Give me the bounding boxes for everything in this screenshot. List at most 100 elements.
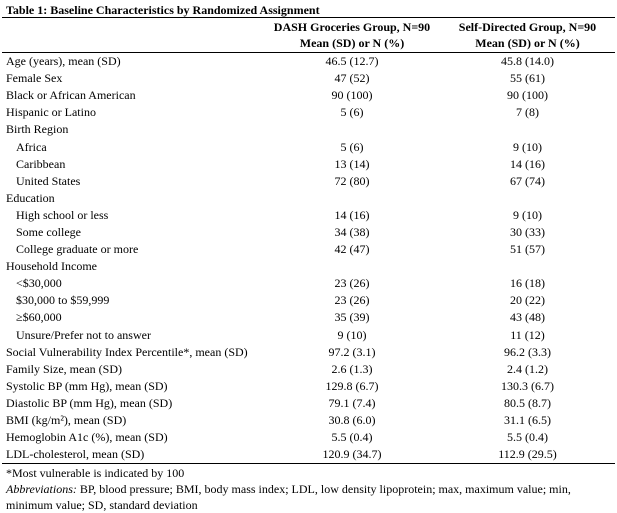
cell: 72 (80)	[334, 173, 370, 188]
table-row: Hemoglobin A1c (%), mean (SD) 5.5 (0.4) 5.…	[2, 429, 615, 446]
cell: 20 (22)	[510, 293, 545, 308]
row-label: Household Income	[6, 259, 97, 274]
row-label: Africa	[16, 139, 47, 154]
table-row: Social Vulnerability Index Percentile*, …	[2, 344, 615, 361]
row-label: BMI (kg/m²), mean (SD)	[6, 413, 127, 428]
table-row: United States 72 (80) 67 (74)	[2, 173, 615, 190]
cell: 5 (6)	[340, 105, 364, 120]
row-label: Birth Region	[6, 122, 69, 137]
cell: 90 (100)	[507, 88, 548, 103]
row-label: LDL-cholesterol, mean (SD)	[6, 447, 145, 462]
table-row: Birth Region	[2, 121, 615, 138]
header-row: DASH Groceries Group, N=90 Mean (SD) or N…	[2, 18, 615, 53]
cell: 35 (39)	[334, 310, 370, 325]
table-row: Family Size, mean (SD) 2.6 (1.3) 2.4 (1.2)	[2, 361, 615, 378]
row-label: Some college	[16, 224, 81, 239]
table-row: <$30,000 23 (26) 16 (18)	[2, 275, 615, 292]
cell	[264, 258, 440, 275]
row-label: College graduate or more	[16, 242, 139, 257]
cell: 5.5 (0.4)	[331, 430, 373, 445]
cell: 67 (74)	[510, 173, 545, 188]
table-row: ≥$60,000 35 (39) 43 (48)	[2, 309, 615, 326]
cell	[440, 190, 615, 207]
cell: 97.2 (3.1)	[328, 344, 376, 359]
cell: 90 (100)	[331, 88, 373, 103]
row-label: Caribbean	[16, 156, 66, 171]
table-row: BMI (kg/m²), mean (SD) 30.8 (6.0) 31.1 (6.…	[2, 412, 615, 429]
cell: 14 (16)	[334, 207, 370, 222]
cell: 7 (8)	[516, 105, 539, 120]
cell: 9 (10)	[513, 207, 542, 222]
cell: 47 (52)	[334, 71, 370, 86]
table-row: Systolic BP (mm Hg), mean (SD) 129.8 (6.7…	[2, 378, 615, 395]
table-row: Hispanic or Latino 5 (6) 7 (8)	[2, 104, 615, 121]
table-row: $30,000 to $59,999 23 (26) 20 (22)	[2, 292, 615, 309]
cell: 2.6 (1.3)	[331, 361, 373, 376]
cell: 51 (57)	[510, 242, 545, 257]
row-label: Social Vulnerability Index Percentile*, …	[6, 344, 248, 359]
table-row: LDL-cholesterol, mean (SD) 120.9 (34.7) 11…	[2, 446, 615, 464]
cell: 46.5 (12.7)	[325, 54, 379, 69]
cell: 34 (38)	[334, 224, 370, 239]
cell: 43 (48)	[510, 310, 545, 325]
cell: 9 (10)	[513, 139, 542, 154]
table-row: Age (years), mean (SD) 46.5 (12.7) 45.8 (1…	[2, 53, 615, 71]
row-label: Female Sex	[6, 71, 63, 86]
cell	[264, 190, 440, 207]
column-name: Self-Directed Group, N=90	[458, 20, 597, 34]
table-row: College graduate or more 42 (47) 51 (57)	[2, 241, 615, 258]
abbreviations-label: Abbreviations:	[6, 482, 77, 497]
table-row: Unsure/Prefer not to answer 9 (10) 11 (12)	[2, 327, 615, 344]
footnote: Abbreviations: BP, blood pressure; BMI, …	[6, 481, 615, 513]
table-row: Education	[2, 190, 615, 207]
cell: 129.8 (6.7)	[325, 378, 379, 393]
table-header: DASH Groceries Group, N=90 Mean (SD) or N…	[2, 17, 615, 53]
row-label: United States	[16, 173, 81, 188]
column-subtitle: Mean (SD) or N (%)	[299, 36, 405, 50]
header-cell	[2, 18, 264, 53]
cell: 13 (14)	[334, 156, 370, 171]
footnote: *Most vulnerable is indicated by 100	[6, 466, 185, 481]
row-label: ≥$60,000	[16, 310, 62, 325]
cell	[264, 121, 440, 138]
table-title: Table 1: Baseline Characteristics by Ran…	[6, 3, 320, 17]
cell: 130.3 (6.7)	[501, 378, 554, 393]
row-label: Systolic BP (mm Hg), mean (SD)	[6, 378, 168, 393]
header-cell: DASH Groceries Group, N=90 Mean (SD) or N…	[264, 18, 440, 53]
row-label: Age (years), mean (SD)	[6, 54, 121, 69]
column-subtitle: Mean (SD) or N (%)	[475, 36, 580, 50]
row-label: <$30,000	[16, 276, 62, 291]
table-row: Female Sex 47 (52) 55 (61)	[2, 70, 615, 87]
cell: 2.4 (1.2)	[507, 361, 548, 376]
table-body: Age (years), mean (SD) 46.5 (12.7) 45.8 (1…	[2, 53, 615, 464]
cell: 5 (6)	[340, 139, 364, 154]
table-row: Africa 5 (6) 9 (10)	[2, 138, 615, 155]
row-label: Black or African American	[6, 88, 136, 103]
table-row: Caribbean 13 (14) 14 (16)	[2, 156, 615, 173]
row-label: Hispanic or Latino	[6, 105, 96, 120]
cell: 30 (33)	[510, 224, 545, 239]
cell: 96.2 (3.3)	[504, 344, 551, 359]
row-label: Diastolic BP (mm Hg), mean (SD)	[6, 395, 173, 410]
row-label: Hemoglobin A1c (%), mean (SD)	[6, 430, 168, 445]
cell: 79.1 (7.4)	[328, 395, 376, 410]
cell: 120.9 (34.7)	[322, 447, 382, 462]
row-label: Education	[6, 190, 55, 205]
cell: 45.8 (14.0)	[501, 54, 554, 69]
cell: 31.1 (6.5)	[504, 413, 551, 428]
cell: 5.5 (0.4)	[507, 430, 548, 445]
row-label: Unsure/Prefer not to answer	[16, 327, 151, 342]
row-label: High school or less	[16, 207, 109, 222]
cell	[440, 121, 615, 138]
table-row: High school or less 14 (16) 9 (10)	[2, 207, 615, 224]
column-name: DASH Groceries Group, N=90	[273, 20, 431, 34]
footnotes: *Most vulnerable is indicated by 100 Abb…	[2, 464, 615, 513]
cell: 23 (26)	[334, 276, 370, 291]
cell: 16 (18)	[510, 276, 545, 291]
header-cell: Self-Directed Group, N=90 Mean (SD) or N …	[440, 18, 615, 53]
row-label: Family Size, mean (SD)	[6, 361, 122, 376]
cell: 23 (26)	[334, 293, 370, 308]
cell: 80.5 (8.7)	[504, 395, 551, 410]
